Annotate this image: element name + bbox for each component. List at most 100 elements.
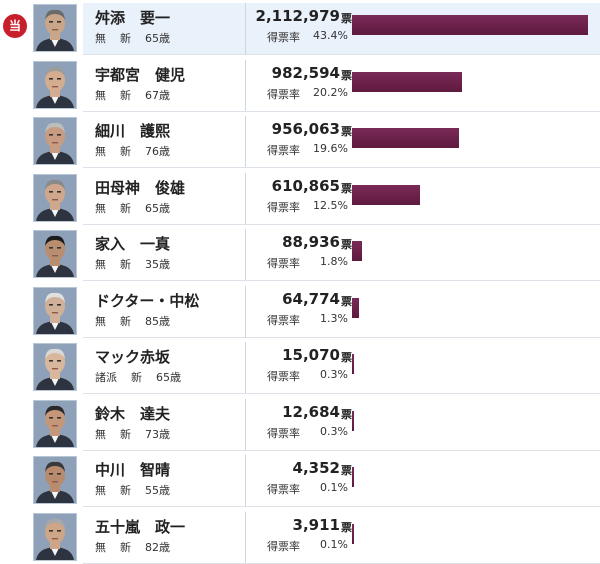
status-label: 新	[120, 314, 131, 328]
candidate-photo	[33, 343, 77, 391]
rate-value: 1.3%	[320, 311, 348, 325]
candidate-name[interactable]: 田母神 俊雄	[95, 178, 186, 197]
row-divider	[83, 110, 600, 112]
portrait-icon	[34, 5, 76, 51]
vote-share-bar	[352, 297, 359, 318]
party-label: 無	[95, 88, 106, 102]
vote-area: 956,063 票得票率 19.6%	[246, 116, 600, 168]
status-label: 新	[120, 258, 131, 271]
vote-count: 88,936	[282, 233, 340, 251]
candidate-photo	[33, 286, 77, 335]
status-label: 新	[120, 201, 131, 215]
rate-value: 0.1%	[320, 481, 348, 494]
rate-label: 得票率	[267, 483, 300, 496]
candidate-photo	[33, 173, 77, 222]
rate-label: 得票率	[267, 200, 300, 214]
candidate-meta: 無 新 67歳	[95, 87, 170, 103]
candidate-info: ドクター・中松無 新 85歳	[83, 285, 246, 338]
vote-share-bar	[352, 184, 420, 205]
vote-share-bar	[352, 410, 354, 431]
candidate-info: 細川 護熙無 新 76歳	[83, 116, 246, 168]
row-divider	[83, 506, 600, 507]
vote-unit: 票	[341, 12, 352, 25]
age-label: 85歳	[145, 314, 170, 328]
candidate-meta: 無 新 76歳	[95, 143, 170, 159]
rate-label: 得票率	[267, 426, 300, 440]
age-label: 76歳	[145, 145, 170, 158]
status-label: 新	[120, 145, 131, 158]
candidate-name[interactable]: 中川 智晴	[95, 461, 171, 479]
candidate-meta: 諸派 新 65歳	[95, 369, 181, 385]
portrait-icon	[34, 287, 76, 334]
vote-area: 64,774 票得票率 1.3%	[246, 286, 600, 338]
candidate-photo	[33, 456, 77, 504]
vote-share-bar	[352, 354, 354, 374]
candidate-name[interactable]: マック赤坂	[95, 348, 171, 366]
vote-share-bar	[352, 71, 462, 92]
age-label: 67歳	[145, 88, 170, 102]
party-label: 無	[95, 201, 106, 215]
candidate-row[interactable]: ドクター・中松無 新 85歳 64,774 票得票率 1.3%	[0, 285, 600, 338]
rate-label: 得票率	[267, 87, 300, 101]
candidate-name[interactable]: 家入 一真	[95, 235, 171, 253]
candidate-row[interactable]: 五十嵐 政一無 新 82歳 3,911 票得票率 0.1%	[0, 511, 600, 564]
vote-area: 15,070 票得票率 0.3%	[246, 342, 600, 394]
portrait-icon	[34, 118, 76, 164]
rate-value: 0.1%	[320, 537, 348, 551]
age-label: 55歳	[145, 484, 170, 497]
vote-area: 4,352 票得票率 0.1%	[246, 455, 600, 507]
candidate-row[interactable]: 宇都宮 健児無 新 67歳 982,594 票得票率 20.2%	[0, 59, 600, 112]
candidate-name[interactable]: 細川 護熙	[95, 122, 171, 140]
vote-count: 610,865	[271, 176, 340, 195]
vote-unit: 票	[341, 294, 352, 308]
row-divider	[83, 449, 600, 451]
rate-value: 1.8%	[320, 255, 348, 268]
vote-unit: 票	[341, 407, 352, 421]
candidate-row[interactable]: 中川 智晴無 新 55歳 4,352 票得票率 0.1%	[0, 455, 600, 507]
portrait-icon	[34, 457, 76, 503]
party-label: 無	[95, 540, 106, 554]
vote-count: 15,070	[282, 346, 340, 364]
status-label: 新	[120, 32, 131, 45]
candidate-name[interactable]: ドクター・中松	[95, 291, 200, 310]
vote-area: 3,911 票得票率 0.1%	[246, 512, 600, 564]
candidate-name[interactable]: 鈴木 達夫	[95, 404, 171, 423]
portrait-icon	[34, 231, 76, 277]
party-label: 無	[95, 427, 106, 441]
candidate-row[interactable]: 家入 一真無 新 35歳 88,936 票得票率 1.8%	[0, 229, 600, 281]
rate-label: 得票率	[267, 31, 300, 44]
candidate-row[interactable]: マック赤坂諸派 新 65歳 15,070 票得票率 0.3%	[0, 342, 600, 394]
rate-value: 12.5%	[313, 198, 348, 212]
candidate-photo	[33, 4, 77, 52]
candidate-photo	[33, 399, 77, 448]
candidate-row[interactable]: 田母神 俊雄無 新 65歳 610,865 票得票率 12.5%	[0, 172, 600, 225]
candidate-photo	[33, 60, 77, 109]
candidate-meta: 無 新 73歳	[95, 426, 170, 442]
candidate-name[interactable]: 舛添 要一	[95, 9, 171, 27]
candidate-photo	[33, 512, 77, 561]
vote-area: 12,684 票得票率 0.3%	[246, 399, 600, 451]
candidate-photo	[33, 117, 77, 165]
vote-count: 982,594	[271, 63, 340, 82]
party-label: 無	[95, 145, 106, 158]
row-divider	[83, 223, 600, 225]
rate-label: 得票率	[267, 144, 300, 157]
vote-count: 3,911	[292, 515, 340, 534]
vote-area: 2,112,979 票得票率 43.4%	[246, 3, 600, 55]
portrait-icon	[34, 61, 76, 108]
candidate-row[interactable]: 細川 護熙無 新 76歳 956,063 票得票率 19.6%	[0, 116, 600, 168]
row-divider	[83, 562, 600, 564]
candidate-row[interactable]: 当 舛添 要一無 新 65歳 2,112,979 票得票率 43.4%	[0, 3, 600, 55]
candidate-row[interactable]: 鈴木 達夫無 新 73歳 12,684 票得票率 0.3%	[0, 398, 600, 451]
status-label: 新	[120, 427, 131, 441]
vote-unit: 票	[341, 351, 352, 364]
candidate-info: 五十嵐 政一無 新 82歳	[83, 511, 246, 564]
candidate-name[interactable]: 宇都宮 健児	[95, 65, 186, 84]
age-label: 65歳	[156, 371, 181, 384]
candidate-name[interactable]: 五十嵐 政一	[95, 517, 186, 536]
row-divider	[83, 167, 600, 168]
candidate-meta: 無 新 55歳	[95, 482, 170, 498]
candidate-meta: 無 新 35歳	[95, 256, 170, 272]
candidate-meta: 無 新 85歳	[95, 313, 170, 329]
